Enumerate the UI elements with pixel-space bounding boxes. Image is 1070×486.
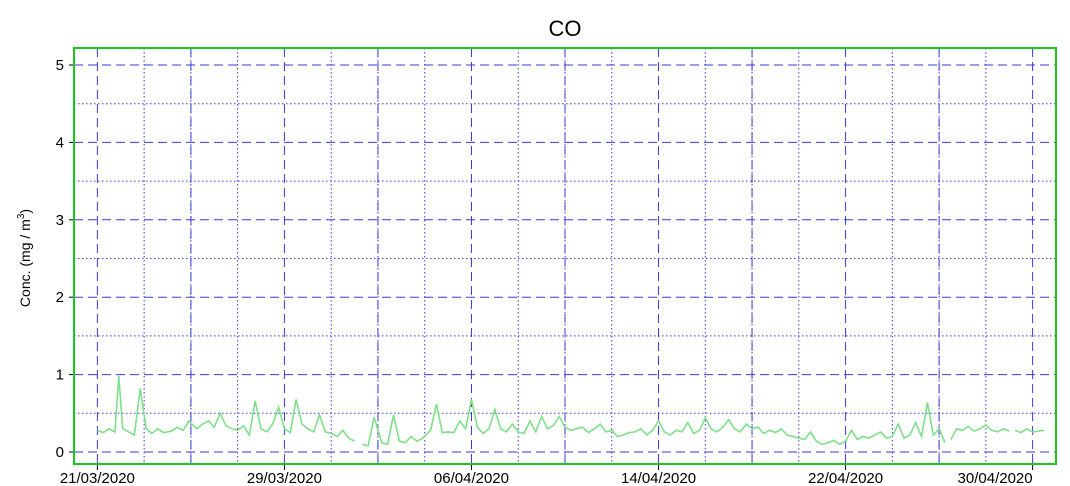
- y-tick-label: 4: [56, 134, 64, 151]
- y-tick-label: 5: [56, 57, 64, 74]
- plot-frame: [73, 47, 1057, 465]
- gridlines: [74, 48, 1056, 464]
- y-axis-ticks: 0 1 2 3 4 5: [56, 57, 74, 461]
- chart-title: CO: [549, 16, 582, 41]
- y-axis-label: Conc. (mg / m3): [16, 209, 33, 307]
- x-tick-label: 30/04/2020: [958, 470, 1033, 486]
- series-line: [97, 376, 1045, 447]
- x-tick-label: 22/04/2020: [808, 470, 883, 486]
- x-tick-label: 06/04/2020: [434, 470, 509, 486]
- x-tick-label: 29/03/2020: [247, 470, 322, 486]
- y-tick-label: 2: [56, 289, 64, 306]
- x-tick-label: 21/03/2020: [60, 470, 135, 486]
- y-tick-label: 1: [56, 367, 64, 384]
- y-tick-label: 0: [56, 444, 64, 461]
- x-axis-ticks: 21/03/2020 29/03/2020 06/04/2020 14/04/2020…: [60, 464, 1034, 486]
- y-tick-label: 3: [56, 212, 64, 229]
- x-tick-label: 14/04/2020: [621, 470, 696, 486]
